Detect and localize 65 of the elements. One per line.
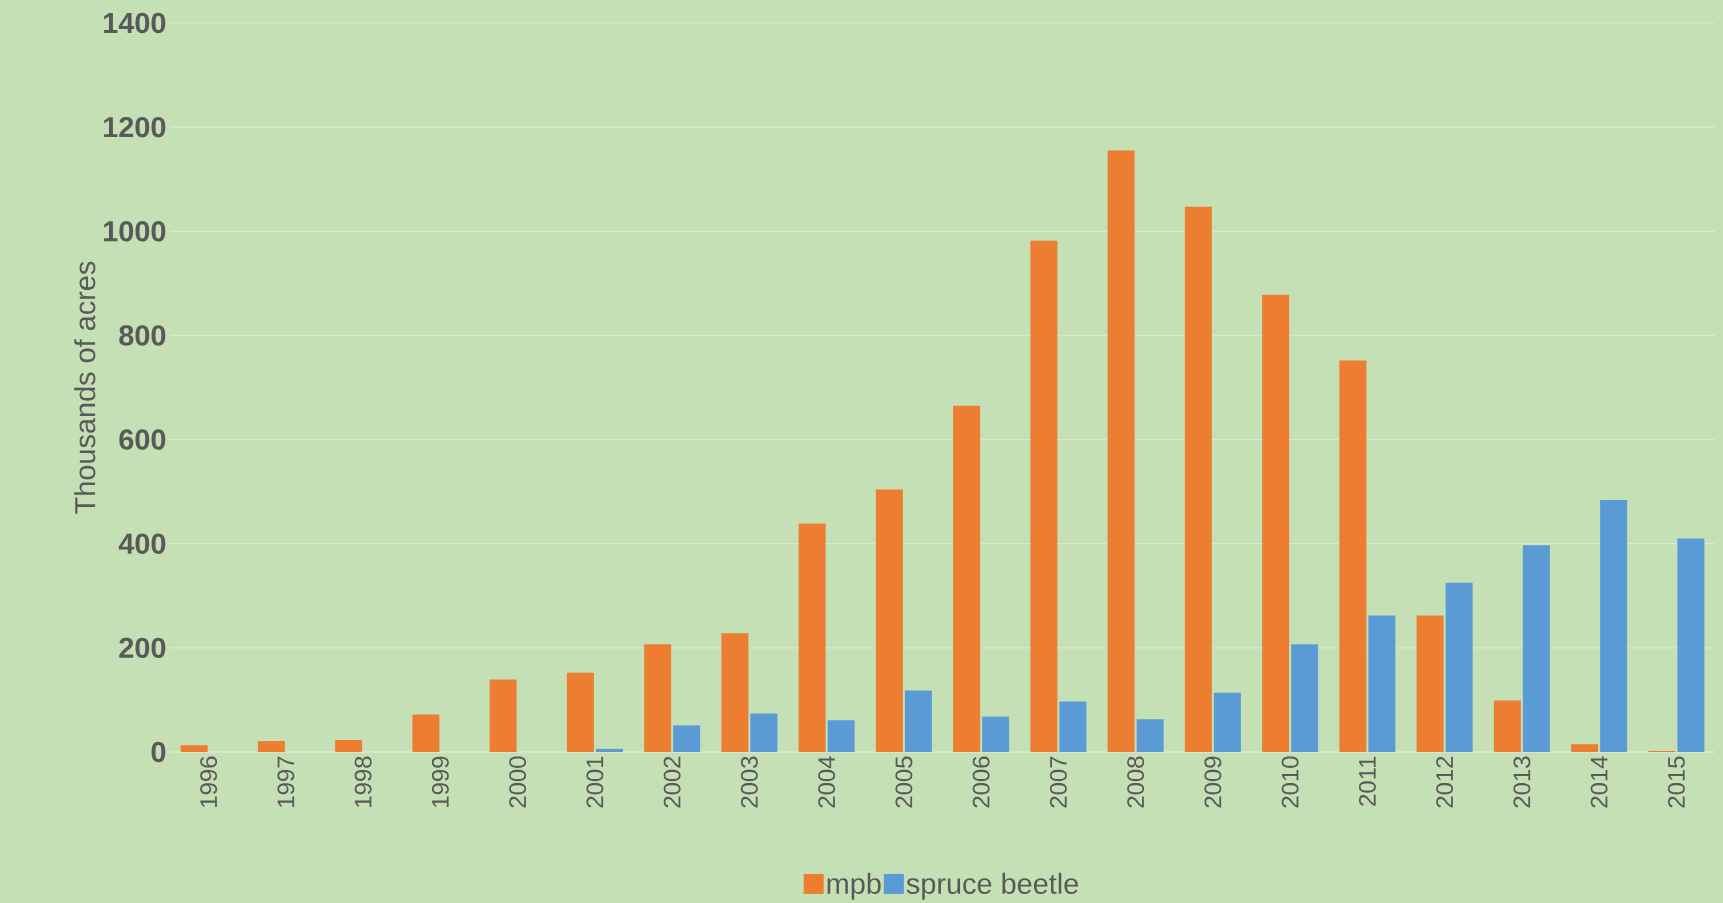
x-tick-label: 2006 [972,756,990,808]
bar [1339,360,1367,752]
y-tick-label: 800 [119,325,166,346]
bar [412,714,440,752]
x-tick-label: 2014 [1590,756,1608,808]
x-tick-label: 2010 [1281,756,1299,808]
x-tick-label: 2000 [509,756,527,808]
x-tick-label: 2011 [1358,756,1376,806]
bar [335,740,363,752]
y-tick-label: 600 [119,429,166,450]
bar [180,745,208,752]
bar [1262,294,1290,752]
x-tick-label: 2001 [586,756,604,808]
y-axis-title: Thousands of acres [74,261,96,514]
x-tick-label: 2007 [1049,756,1067,808]
x-tick-label: 2015 [1667,756,1685,808]
bar [982,716,1010,752]
y-tick-label: 400 [118,533,166,554]
y-tick-label: 1000 [104,221,166,242]
bar [1136,719,1164,752]
bar [1184,206,1212,752]
x-tick-label: 2005 [895,756,913,808]
bar [798,523,826,752]
x-tick-label: 2012 [1436,756,1454,808]
bar [953,405,981,752]
bar [1445,582,1473,752]
bar [904,690,932,752]
bar [1059,701,1087,752]
x-tick-label: 1997 [277,756,295,807]
bar [1522,545,1550,752]
bar [875,489,903,752]
legend-label: mpb [827,872,881,900]
x-tick-label: 1998 [354,756,372,807]
bar [1213,692,1241,752]
bar [1571,744,1599,752]
y-tick-label: 0 [151,741,166,763]
x-tick-label: 2002 [663,756,681,808]
bar [566,672,594,752]
y-tick-label: 1200 [104,116,166,138]
x-tick-label: 2004 [818,756,836,808]
x-tick-label: 1999 [431,756,449,807]
bar [827,720,855,752]
x-tick-label: 2003 [740,756,758,808]
bar [489,679,517,752]
bar [257,741,285,752]
bar [1107,150,1135,752]
x-tick-label: 2013 [1513,756,1531,808]
bar [1030,240,1058,752]
bar [644,644,672,752]
x-tick-label: 2008 [1127,756,1145,808]
bar [673,725,701,752]
bar [721,633,749,752]
bar [750,713,778,752]
y-tick-label: 1400 [104,12,166,34]
bar [1291,644,1319,752]
legend-label: spruce beetle [906,872,1078,900]
bar [1493,700,1521,752]
bar [1368,615,1396,752]
y-tick-label: 200 [119,637,166,659]
bar [1677,538,1705,752]
x-tick-label: 2009 [1204,756,1222,808]
bar [1600,499,1628,752]
bar [595,748,623,752]
x-tick-label: 1996 [200,756,218,807]
bar [1416,615,1444,752]
